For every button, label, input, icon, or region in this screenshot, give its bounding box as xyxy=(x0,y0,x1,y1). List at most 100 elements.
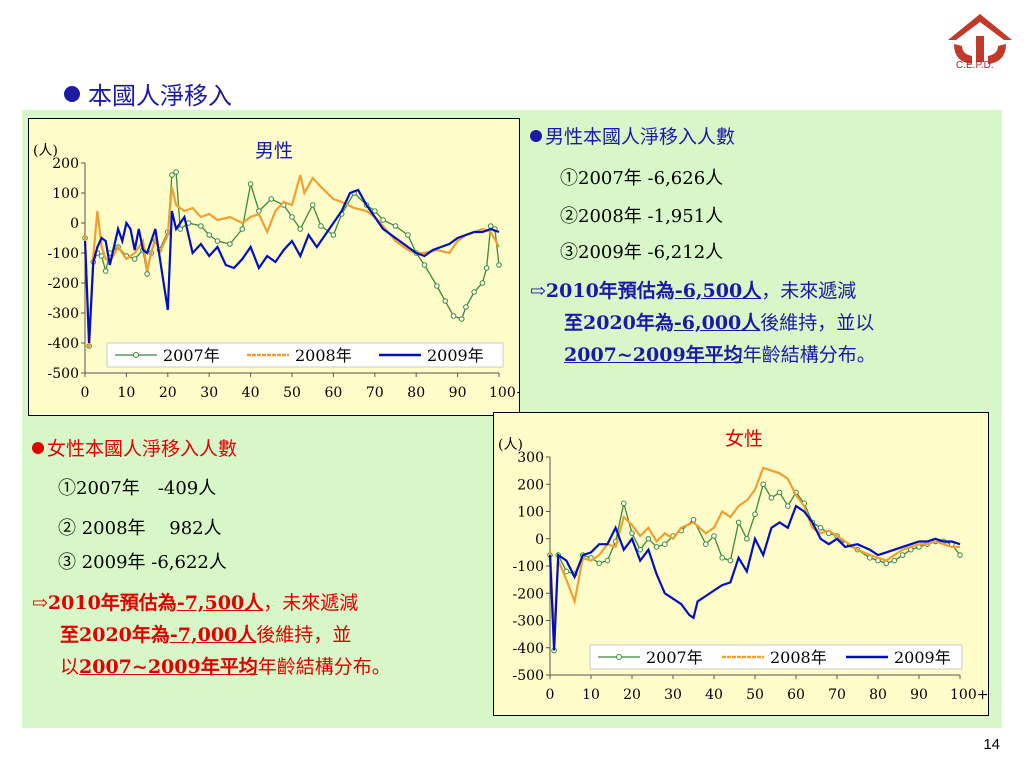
male-text-block: 男性本國人淨移入人數 ①2007年 -6,626人 ②2008年 -1,951人… xyxy=(530,122,1000,382)
data-point xyxy=(227,241,233,247)
data-point xyxy=(711,533,717,539)
data-point xyxy=(563,568,570,575)
data-point xyxy=(899,552,906,558)
data-point xyxy=(268,196,275,202)
data-point xyxy=(198,223,204,229)
data-point xyxy=(596,560,602,567)
x-tick-label: 40 xyxy=(242,385,260,401)
legend-label: 2008年 xyxy=(295,346,352,365)
data-point xyxy=(144,271,150,277)
data-point xyxy=(735,519,742,526)
female-forecast-line-2: 至2020年為-7,000人後維持，並 xyxy=(60,620,351,647)
x-tick-label: 70 xyxy=(366,385,384,401)
y-tick-label: 200 xyxy=(52,156,79,172)
female-forecast-p2: ，未來遞減 xyxy=(263,592,359,614)
legend-label: 2007年 xyxy=(163,346,220,365)
x-tick-label: 60 xyxy=(787,687,805,703)
female-forecast-p3: 至2020年為 xyxy=(60,624,170,646)
legend-marker xyxy=(133,352,139,358)
data-point xyxy=(372,208,378,214)
legend-label: 2009年 xyxy=(427,346,484,365)
y-tick-label: 0 xyxy=(70,216,79,232)
data-point xyxy=(604,557,611,564)
data-point xyxy=(392,223,399,229)
data-point xyxy=(177,226,184,232)
data-point xyxy=(330,232,337,238)
y-tick-label: 200 xyxy=(517,477,544,493)
data-point xyxy=(727,557,734,564)
data-point xyxy=(637,546,643,553)
legend-label: 2009年 xyxy=(894,648,951,667)
female-forecast-line-1: ⇨2010年預估為-7,500人，未來遞減 xyxy=(32,588,358,615)
y-tick-label: 100 xyxy=(517,505,544,521)
x-tick-label: 50 xyxy=(283,385,301,401)
data-point xyxy=(169,172,175,178)
y-axis-label: (人) xyxy=(498,437,523,453)
data-point xyxy=(703,541,709,547)
data-point xyxy=(309,202,316,208)
data-point xyxy=(421,262,428,268)
y-tick-label: -500 xyxy=(48,366,79,382)
female-forecast-p5: 以 xyxy=(60,656,80,678)
series-line xyxy=(83,174,500,350)
data-point xyxy=(247,181,254,187)
male-item-2009: ③2009年 -6,212人 xyxy=(560,242,724,263)
page-number: 14 xyxy=(983,736,1000,753)
series-line xyxy=(548,504,961,651)
series-line xyxy=(83,188,500,344)
x-tick-label: 90 xyxy=(449,385,467,401)
series-line xyxy=(549,482,961,651)
legend-label: 2007年 xyxy=(646,648,703,667)
data-point xyxy=(405,232,411,238)
legend-box xyxy=(106,342,504,368)
male-forecast-p5: 年齡結構分布。 xyxy=(742,344,876,366)
data-point xyxy=(434,283,440,289)
y-tick-label: -500 xyxy=(513,668,544,684)
female-forecast-line-3: 以2007~2009年平均年齡結構分布。 xyxy=(60,652,391,679)
data-point xyxy=(768,495,775,501)
male-forecast-u1: -6,500人 xyxy=(674,280,762,302)
chart-title: 女性 xyxy=(725,428,763,450)
data-point xyxy=(744,535,750,542)
data-point xyxy=(752,511,758,518)
data-point xyxy=(471,289,477,295)
y-axis-label: (人) xyxy=(33,143,58,159)
data-point xyxy=(256,208,262,214)
male-forecast-p4: 後維持，並以 xyxy=(760,312,875,334)
legend-label: 2008年 xyxy=(770,648,827,667)
logo-text: C.E.P.D. xyxy=(956,60,994,71)
x-tick-label: 0 xyxy=(81,385,90,401)
data-point xyxy=(760,481,767,488)
bullet-icon xyxy=(64,85,80,102)
data-point xyxy=(957,552,963,558)
data-point xyxy=(653,544,660,550)
x-tick-label: 80 xyxy=(407,385,425,401)
y-tick-label: 100 xyxy=(52,186,79,202)
data-point xyxy=(662,541,668,547)
female-chart: 女性 (人) 300 200 100 0 -100 -200 -300 -400 -500 0 10 20… xyxy=(493,412,989,716)
male-heading: 男性本國人淨移入人數 xyxy=(530,122,735,149)
series-line xyxy=(84,170,500,347)
x-tick-label: 60 xyxy=(324,385,342,401)
y-tick-label: 300 xyxy=(517,450,544,466)
data-point xyxy=(297,226,304,232)
x-tick-label: 10 xyxy=(117,385,135,401)
female-forecast-u2: -7,000人 xyxy=(169,624,257,646)
data-point xyxy=(463,304,469,310)
x-tick-label: 40 xyxy=(705,687,723,703)
data-point xyxy=(458,316,465,322)
y-tick-label: -200 xyxy=(48,276,79,292)
x-tick-label: 70 xyxy=(828,687,846,703)
chart-title: 男性 xyxy=(255,140,293,162)
legend-box xyxy=(589,644,963,670)
data-point xyxy=(214,238,221,244)
data-point xyxy=(479,280,486,286)
male-item-2007: ①2007年 -6,626人 xyxy=(560,168,724,189)
female-forecast-p6: 年齡結構分布。 xyxy=(257,656,391,678)
data-point xyxy=(450,313,457,319)
x-tick-label: 20 xyxy=(159,385,177,401)
data-point xyxy=(206,232,212,238)
y-tick-label: -400 xyxy=(513,641,544,657)
arrow-right-icon: ⇨ xyxy=(530,280,546,302)
